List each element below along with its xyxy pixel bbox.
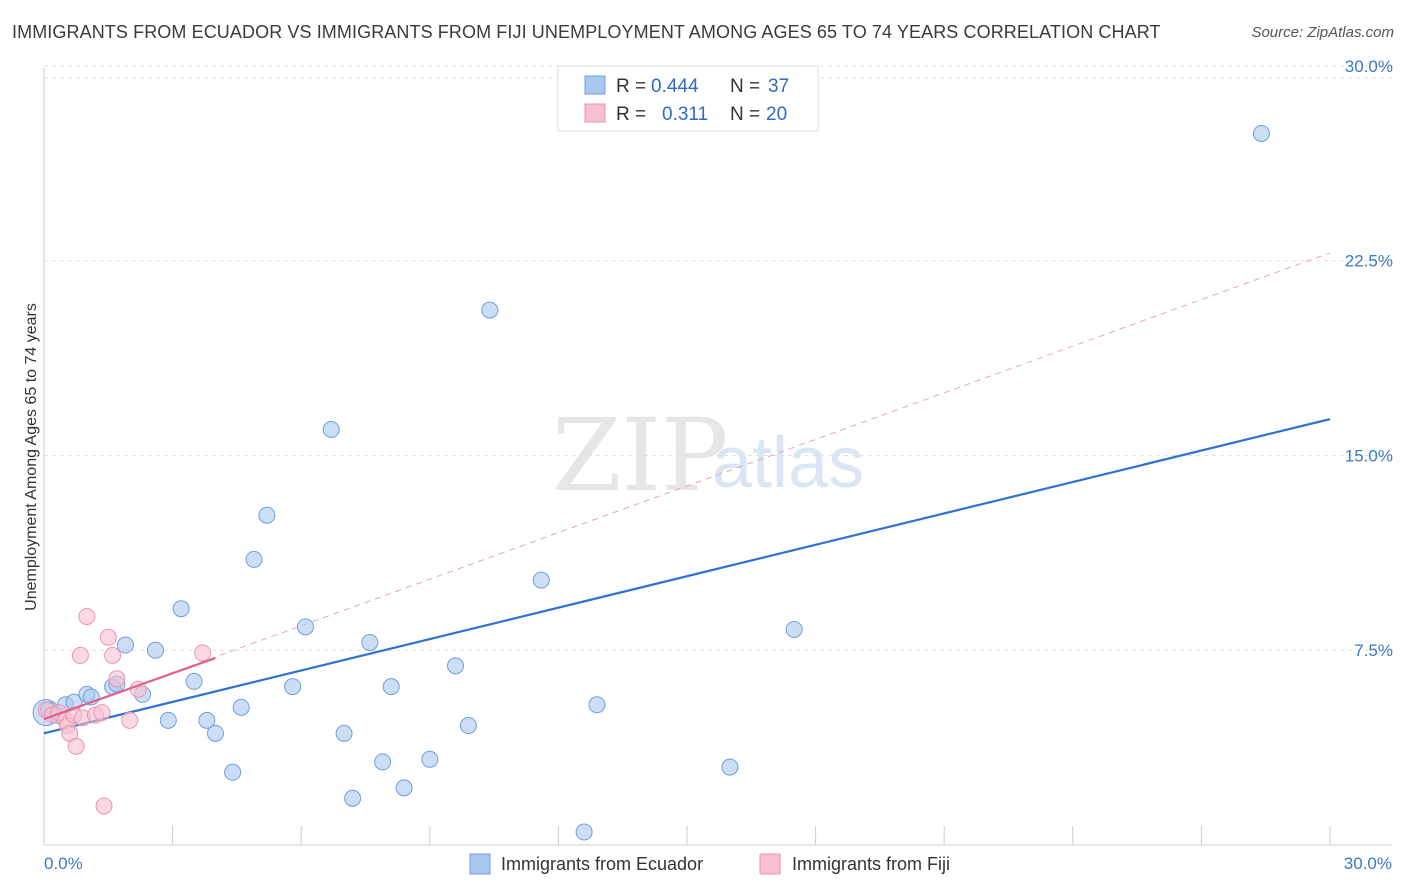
point-ecuador xyxy=(146,641,164,659)
point-ecuador xyxy=(258,506,276,524)
point-ecuador xyxy=(459,717,477,735)
y-tick-label: 15.0% xyxy=(1345,446,1393,465)
point-ecuador xyxy=(382,678,400,696)
point-ecuador xyxy=(1252,124,1270,142)
y-axis-label: Unemployment Among Ages 65 to 74 years xyxy=(23,303,40,611)
series-legend: Immigrants from Ecuador Immigrants from … xyxy=(469,853,950,875)
point-ecuador xyxy=(588,696,606,714)
point-ecuador xyxy=(335,724,353,742)
legend-swatch-ecuador xyxy=(584,75,606,95)
trend-line-fiji-extended xyxy=(43,252,1331,720)
watermark-atlas: atlas xyxy=(712,423,864,503)
point-ecuador xyxy=(172,600,190,618)
point-ecuador xyxy=(374,753,392,771)
point-ecuador xyxy=(322,421,340,439)
point-ecuador xyxy=(159,711,177,729)
point-fiji xyxy=(104,646,122,664)
point-fiji xyxy=(99,628,117,646)
point-fiji xyxy=(121,711,139,729)
point-ecuador xyxy=(296,618,314,636)
x-axis-ticks xyxy=(172,826,1331,845)
correlation-legend: R = 0.444 N = 37 R = 0.311 N = 20 xyxy=(557,65,819,132)
series-legend-swatch-fiji xyxy=(759,853,781,875)
x-axis-tick-labels: 0.0% 30.0% xyxy=(44,854,1392,873)
point-ecuador xyxy=(481,301,499,319)
legend-r-label-ecuador: R = xyxy=(616,76,646,97)
trend-line-ecuador xyxy=(43,418,1331,735)
point-fiji xyxy=(67,737,85,755)
point-ecuador xyxy=(185,672,203,690)
y-axis-tick-labels: 7.5% 15.0% 22.5% 30.0% xyxy=(1345,57,1393,660)
legend-r-value-ecuador: 0.444 xyxy=(651,76,699,97)
series-legend-swatch-ecuador xyxy=(469,853,491,875)
y-tick-label: 22.5% xyxy=(1345,252,1393,271)
legend-r-label-fiji: R = xyxy=(616,104,646,125)
point-fiji xyxy=(95,797,113,815)
series-legend-label-ecuador: Immigrants from Ecuador xyxy=(501,854,703,874)
point-ecuador xyxy=(395,779,413,797)
legend-r-value-fiji: 0.311 xyxy=(662,104,708,125)
y-tick-label: 30.0% xyxy=(1345,57,1393,76)
point-ecuador xyxy=(361,633,379,651)
point-fiji xyxy=(78,607,96,625)
point-ecuador xyxy=(421,750,439,768)
point-ecuador xyxy=(447,657,465,675)
trend-line-fiji xyxy=(43,656,216,721)
point-ecuador xyxy=(721,758,739,776)
legend-swatch-fiji xyxy=(584,103,606,123)
point-ecuador xyxy=(532,571,550,589)
source-credit: Source: ZipAtlas.com xyxy=(1251,24,1394,41)
x-tick-label-min: 0.0% xyxy=(44,854,83,873)
data-points xyxy=(32,124,1270,841)
point-ecuador xyxy=(785,620,803,638)
point-ecuador xyxy=(198,711,216,729)
point-fiji xyxy=(108,670,126,688)
point-ecuador xyxy=(284,678,302,696)
chart-title: IMMIGRANTS FROM ECUADOR VS IMMIGRANTS FR… xyxy=(12,22,1161,42)
legend-n-value-ecuador: 37 xyxy=(768,76,789,97)
point-fiji xyxy=(194,644,212,662)
point-fiji xyxy=(93,704,111,722)
legend-n-value-fiji: 20 xyxy=(766,104,787,125)
point-ecuador xyxy=(206,724,224,742)
y-tick-label: 7.5% xyxy=(1354,641,1393,660)
point-ecuador xyxy=(116,636,134,654)
x-tick-label-max: 30.0% xyxy=(1344,854,1392,873)
point-fiji xyxy=(71,646,89,664)
point-ecuador xyxy=(344,789,362,807)
point-ecuador xyxy=(224,763,242,781)
legend-n-label-ecuador: N = xyxy=(730,76,760,97)
point-ecuador xyxy=(245,550,263,568)
series-legend-label-fiji: Immigrants from Fiji xyxy=(792,854,950,874)
point-ecuador xyxy=(575,823,593,841)
legend-n-label-fiji: N = xyxy=(730,104,760,125)
point-ecuador xyxy=(232,698,250,716)
trend-lines xyxy=(43,252,1331,735)
